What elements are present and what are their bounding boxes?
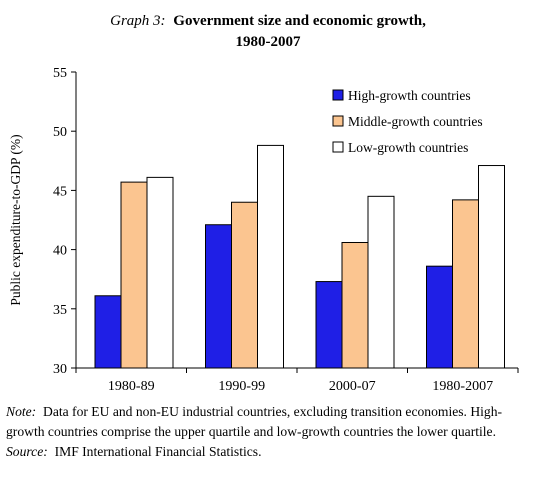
y-tick-label: 35 bbox=[53, 303, 67, 318]
bar-3-1 bbox=[146, 176, 174, 369]
legend: High-growth countries Middle-growth count… bbox=[332, 88, 483, 155]
y-axis-label: Public expenditure-to-GDP (%) bbox=[8, 134, 23, 305]
legend-swatch bbox=[332, 89, 344, 101]
chart-title-text: Government size and economic growth, bbox=[173, 13, 426, 29]
x-tick-label: 1980-2007 bbox=[432, 379, 493, 394]
legend-swatch bbox=[332, 115, 344, 127]
x-tick-label: 2000-07 bbox=[329, 379, 376, 394]
chart-title-line-1: Graph 3: Government size and economic gr… bbox=[110, 13, 426, 29]
y-tick-label: 45 bbox=[53, 184, 67, 199]
ticks-group: 30 35 40 45 50 55 1980-89 1990-99 2000-07 1980-20… bbox=[53, 66, 519, 394]
note-paragraph: Note: Data for EU and non-EU industrial … bbox=[6, 402, 532, 442]
legend-swatch bbox=[332, 141, 344, 153]
note-label: Note: bbox=[6, 404, 37, 419]
bar-2-1 bbox=[120, 181, 148, 369]
bar-3-4 bbox=[478, 165, 505, 369]
note-text: Data for EU and non-EU industrial countr… bbox=[6, 404, 503, 439]
bar-3-3 bbox=[367, 195, 395, 369]
y-tick-label: 40 bbox=[53, 244, 67, 259]
source-text: IMF International Financial Statistics. bbox=[54, 444, 262, 459]
bar-2-3 bbox=[341, 241, 369, 369]
legend-label: Low-growth countries bbox=[348, 140, 468, 155]
chart-title-label: Graph 3: bbox=[110, 13, 165, 29]
bar-3-2 bbox=[257, 144, 284, 369]
y-tick-label: 30 bbox=[53, 362, 67, 377]
bar-1-4 bbox=[426, 265, 453, 369]
x-tick-label: 1990-99 bbox=[218, 379, 265, 394]
bar-1-1 bbox=[94, 295, 122, 369]
legend-label: Middle-growth countries bbox=[348, 114, 483, 129]
bar-1-2 bbox=[205, 224, 232, 369]
y-tick-label: 55 bbox=[53, 66, 67, 81]
bars-group bbox=[94, 144, 505, 369]
x-tick-label: 1980-89 bbox=[108, 379, 155, 394]
source-label: Source: bbox=[6, 444, 48, 459]
chart-title-line-2: 1980-2007 bbox=[236, 34, 301, 50]
chart-canvas: Graph 3: Government size and economic gr… bbox=[8, 13, 519, 394]
legend-label: High-growth countries bbox=[348, 88, 471, 103]
bar-2-4 bbox=[452, 199, 479, 369]
bar-1-3 bbox=[315, 281, 343, 369]
source-paragraph: Source: IMF International Financial Stat… bbox=[6, 442, 532, 462]
bar-2-2 bbox=[231, 201, 258, 369]
y-tick-label: 50 bbox=[53, 125, 67, 140]
notes-block: Note: Data for EU and non-EU industrial … bbox=[6, 402, 532, 462]
